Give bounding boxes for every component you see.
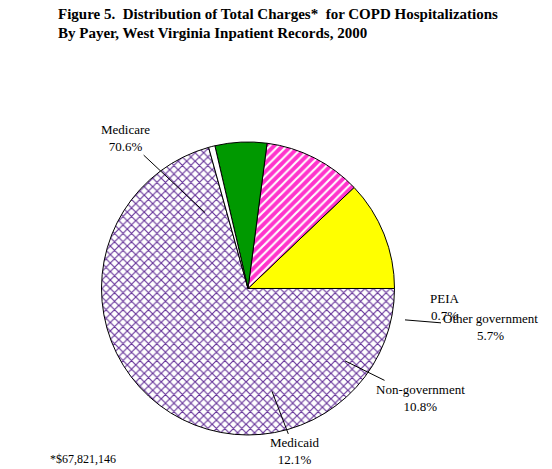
svg-text:*$67,821,146: *$67,821,146 <box>50 452 116 466</box>
svg-text:Non-government10.8%: Non-government10.8% <box>376 382 465 414</box>
svg-text:PEIA0.7%: PEIA0.7% <box>430 291 460 323</box>
svg-text:Other government5.7%: Other government5.7% <box>443 311 538 343</box>
svg-text:Medicaid12.1%: Medicaid12.1% <box>270 435 320 467</box>
svg-text:Medicare70.6%: Medicare70.6% <box>101 122 150 154</box>
svg-text:Figure 5. Distribution of Tot: Figure 5. Distribution of Total Charges*… <box>58 6 498 42</box>
